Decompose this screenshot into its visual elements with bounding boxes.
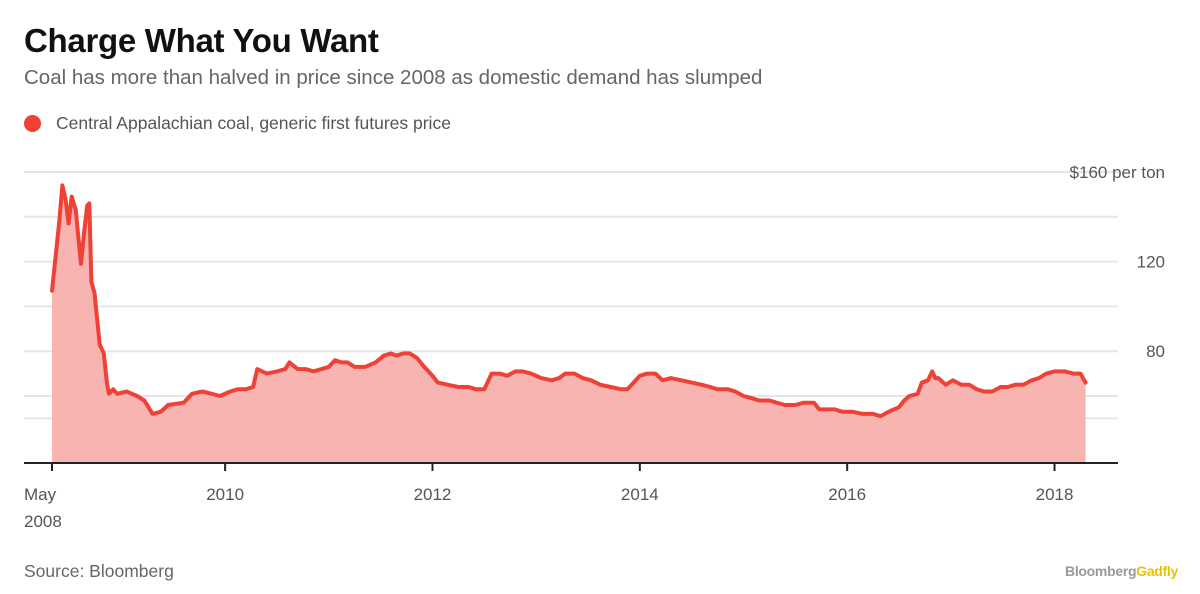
page-subtitle: Coal has more than halved in price since… (24, 66, 763, 89)
series-line (50, 183, 1088, 419)
legend-marker-icon (24, 115, 41, 132)
y-tick-label: 120 (1137, 253, 1165, 272)
legend: Central Appalachian coal, generic first … (24, 113, 451, 134)
source-note: Source: Bloomberg (24, 561, 174, 581)
x-tick-label: 2014 (621, 485, 659, 504)
brand-secondary: Gadfly (1136, 563, 1178, 579)
x-tick-label: 2016 (828, 485, 866, 504)
x-tick-label: 2018 (1036, 485, 1074, 504)
series-area (52, 185, 1086, 463)
brand-primary: Bloomberg (1065, 563, 1137, 579)
brand-logo: BloombergGadfly (1065, 563, 1178, 579)
y-tick-label: $160 per ton (1070, 163, 1165, 182)
page-title: Charge What You Want (24, 22, 379, 59)
x-tick-label-year: 2008 (24, 512, 62, 531)
legend-label: Central Appalachian coal, generic first … (56, 113, 451, 133)
x-tick-label: 2012 (414, 485, 452, 504)
y-tick-label: 80 (1146, 342, 1165, 361)
x-tick-label: 2010 (206, 485, 244, 504)
x-tick-label: May (24, 485, 57, 504)
